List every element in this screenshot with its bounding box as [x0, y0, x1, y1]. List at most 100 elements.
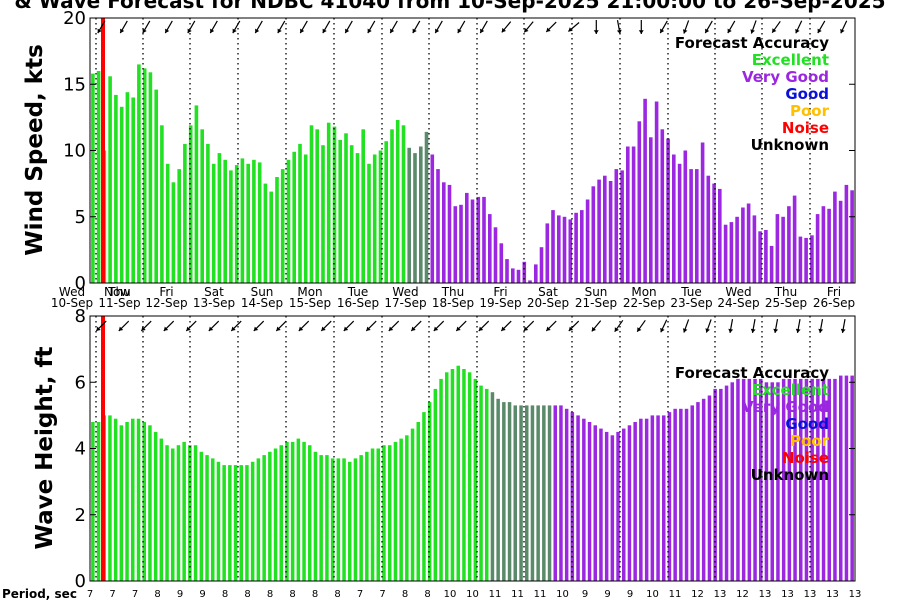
- date-label: 23-Sep: [670, 296, 712, 310]
- bar: [194, 105, 199, 284]
- arrow-head: [208, 326, 214, 331]
- bar: [384, 141, 388, 283]
- arrow-head: [343, 326, 349, 331]
- wave-direction-arrow-icon: [185, 320, 197, 332]
- wind-direction-arrow-icon: [119, 20, 128, 34]
- arrow-head: [321, 326, 326, 331]
- date-label: 16-Sep: [337, 296, 379, 310]
- arrow-head: [388, 326, 394, 331]
- legend-title: Forecast Accuracy: [675, 34, 829, 52]
- bar: [223, 159, 227, 283]
- bar: [627, 425, 632, 581]
- arrow-head: [750, 29, 755, 34]
- bar: [792, 195, 797, 283]
- day-of-week-label: Mon: [631, 285, 656, 299]
- y-tick-label: 10: [63, 141, 86, 162]
- arrow-head: [773, 328, 779, 333]
- wave-panel-frame: [89, 315, 856, 582]
- bar: [542, 405, 546, 581]
- bar: [730, 382, 734, 582]
- bar: [839, 375, 843, 581]
- bar: [752, 215, 757, 283]
- bar: [450, 369, 455, 581]
- bar: [176, 445, 181, 581]
- wind-direction-arrow-icon: [277, 20, 286, 34]
- arrow-head: [524, 27, 529, 33]
- wave-direction-arrow-icon: [795, 318, 801, 334]
- wave-direction-arrow-icon: [230, 320, 242, 332]
- bar: [125, 422, 129, 581]
- bar: [724, 385, 729, 581]
- arrow-head: [638, 30, 644, 34]
- legend-item: Noise: [782, 119, 829, 137]
- bar: [713, 388, 717, 581]
- legend-item: Noise: [782, 449, 829, 467]
- bar: [729, 222, 734, 283]
- chart-title: & Wave Forecast for NDBC 41040 from 10-S…: [14, 0, 885, 13]
- wind-direction-arrows: [97, 19, 848, 35]
- period-values: 7 7 7 8 9 9 8 8 8 8 8 8 7 7 8 8 10 10 11 11 11 10 9 9 9 10 11 12 13 1…: [87, 589, 862, 600]
- bar: [502, 402, 506, 581]
- arrow-head: [300, 28, 305, 34]
- bar: [349, 145, 354, 283]
- bar: [787, 206, 791, 283]
- period-value: 10: [646, 589, 659, 600]
- bar: [222, 465, 226, 581]
- wind-direction-arrow-icon: [659, 20, 668, 34]
- arrow-head: [660, 28, 665, 34]
- bar: [639, 418, 643, 581]
- bar: [534, 264, 538, 283]
- bar: [332, 126, 337, 283]
- legend-item: Excellent: [752, 51, 829, 69]
- arrow-head: [141, 326, 146, 331]
- bar: [445, 372, 449, 581]
- bar: [256, 458, 261, 581]
- arrow-head: [118, 326, 124, 331]
- wind-direction-arrow-icon: [367, 20, 376, 34]
- legend-item: Good: [785, 415, 829, 433]
- bar: [280, 169, 285, 283]
- bar: [753, 378, 757, 581]
- bar: [844, 375, 849, 581]
- wave-y-axis-label: Wave Height, ft: [32, 347, 58, 550]
- bar: [309, 125, 314, 283]
- bar: [239, 465, 243, 581]
- arrow-head: [546, 326, 551, 331]
- wave-direction-arrow-icon: [118, 320, 130, 332]
- bar: [433, 388, 438, 581]
- bar: [234, 165, 239, 283]
- y-tick-label: 2: [75, 505, 86, 526]
- wind-direction-arrow-icon: [187, 20, 196, 34]
- period-value: 13: [849, 589, 862, 600]
- arrow-head: [210, 28, 215, 34]
- y-tick-label: 15: [63, 74, 86, 95]
- bar: [290, 441, 295, 581]
- bar: [568, 219, 573, 283]
- bar: [519, 405, 523, 581]
- arrow-head: [817, 28, 822, 34]
- arrow-head: [637, 327, 642, 332]
- bar: [136, 418, 141, 581]
- wind-direction-arrow-icon: [616, 19, 622, 35]
- bar: [344, 133, 348, 283]
- arrow-head: [795, 328, 801, 333]
- bar: [407, 147, 411, 283]
- bar: [718, 188, 722, 283]
- arrow-head: [660, 327, 665, 333]
- bar: [759, 378, 763, 581]
- period-value: 9: [604, 589, 610, 600]
- bar: [153, 431, 158, 581]
- wave-direction-arrow-icon: [705, 319, 712, 333]
- wind-direction-arrow-icon: [568, 22, 580, 32]
- bar: [804, 237, 808, 283]
- arrow-head: [840, 28, 845, 34]
- day-of-week-label: Tue: [680, 285, 702, 299]
- arrow-head: [345, 28, 350, 34]
- wave-direction-arrow-icon: [253, 320, 265, 332]
- bar: [644, 418, 649, 581]
- wave-direction-arrow-icon: [660, 319, 668, 333]
- period-value: 7: [87, 589, 93, 600]
- bar: [673, 408, 677, 582]
- bar: [313, 451, 318, 581]
- wind-direction-arrow-icon: [254, 20, 263, 34]
